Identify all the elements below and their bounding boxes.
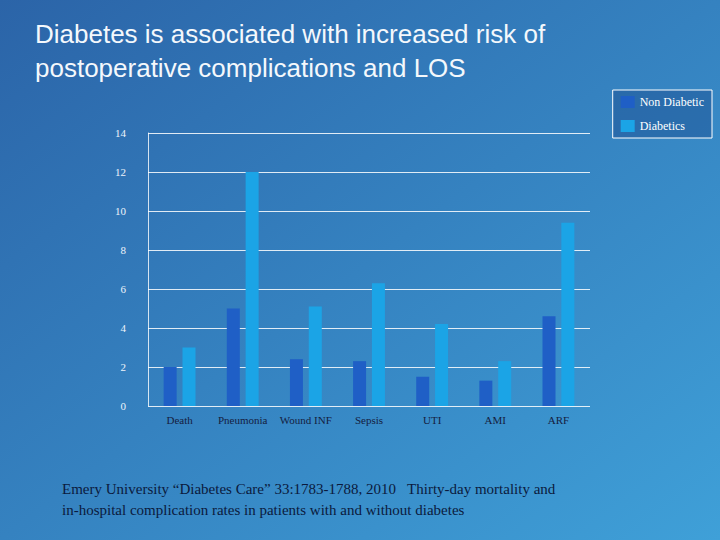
svg-text:Diabetes is associated with in: Diabetes is associated with increased ri… xyxy=(35,19,552,49)
svg-text:8: 8 xyxy=(121,244,127,256)
svg-text:Wound INF: Wound INF xyxy=(280,414,332,426)
svg-text:14: 14 xyxy=(115,127,127,139)
svg-text:ARF: ARF xyxy=(548,414,569,426)
svg-text:Emery University “Diabetes Car: Emery University “Diabetes Care” 33:1783… xyxy=(62,481,559,497)
svg-text:12: 12 xyxy=(115,166,126,178)
svg-text:10: 10 xyxy=(115,205,127,217)
svg-text:Diabetics: Diabetics xyxy=(640,119,686,133)
svg-text:in-hospital complication rates: in-hospital complication rates in patien… xyxy=(62,502,465,518)
svg-text:0: 0 xyxy=(121,400,127,412)
svg-text:Death: Death xyxy=(166,414,193,426)
svg-text:postoperative complications an: postoperative complications and LOS xyxy=(35,53,466,83)
svg-text:AMI: AMI xyxy=(485,414,507,426)
svg-text:Non Diabetic: Non Diabetic xyxy=(640,95,704,109)
svg-text:6: 6 xyxy=(121,283,127,295)
svg-text:2: 2 xyxy=(121,361,127,373)
svg-text:Pneumonia: Pneumonia xyxy=(218,414,268,426)
svg-text:Sepsis: Sepsis xyxy=(355,414,383,426)
svg-text:4: 4 xyxy=(121,322,127,334)
svg-text:UTI: UTI xyxy=(423,414,442,426)
